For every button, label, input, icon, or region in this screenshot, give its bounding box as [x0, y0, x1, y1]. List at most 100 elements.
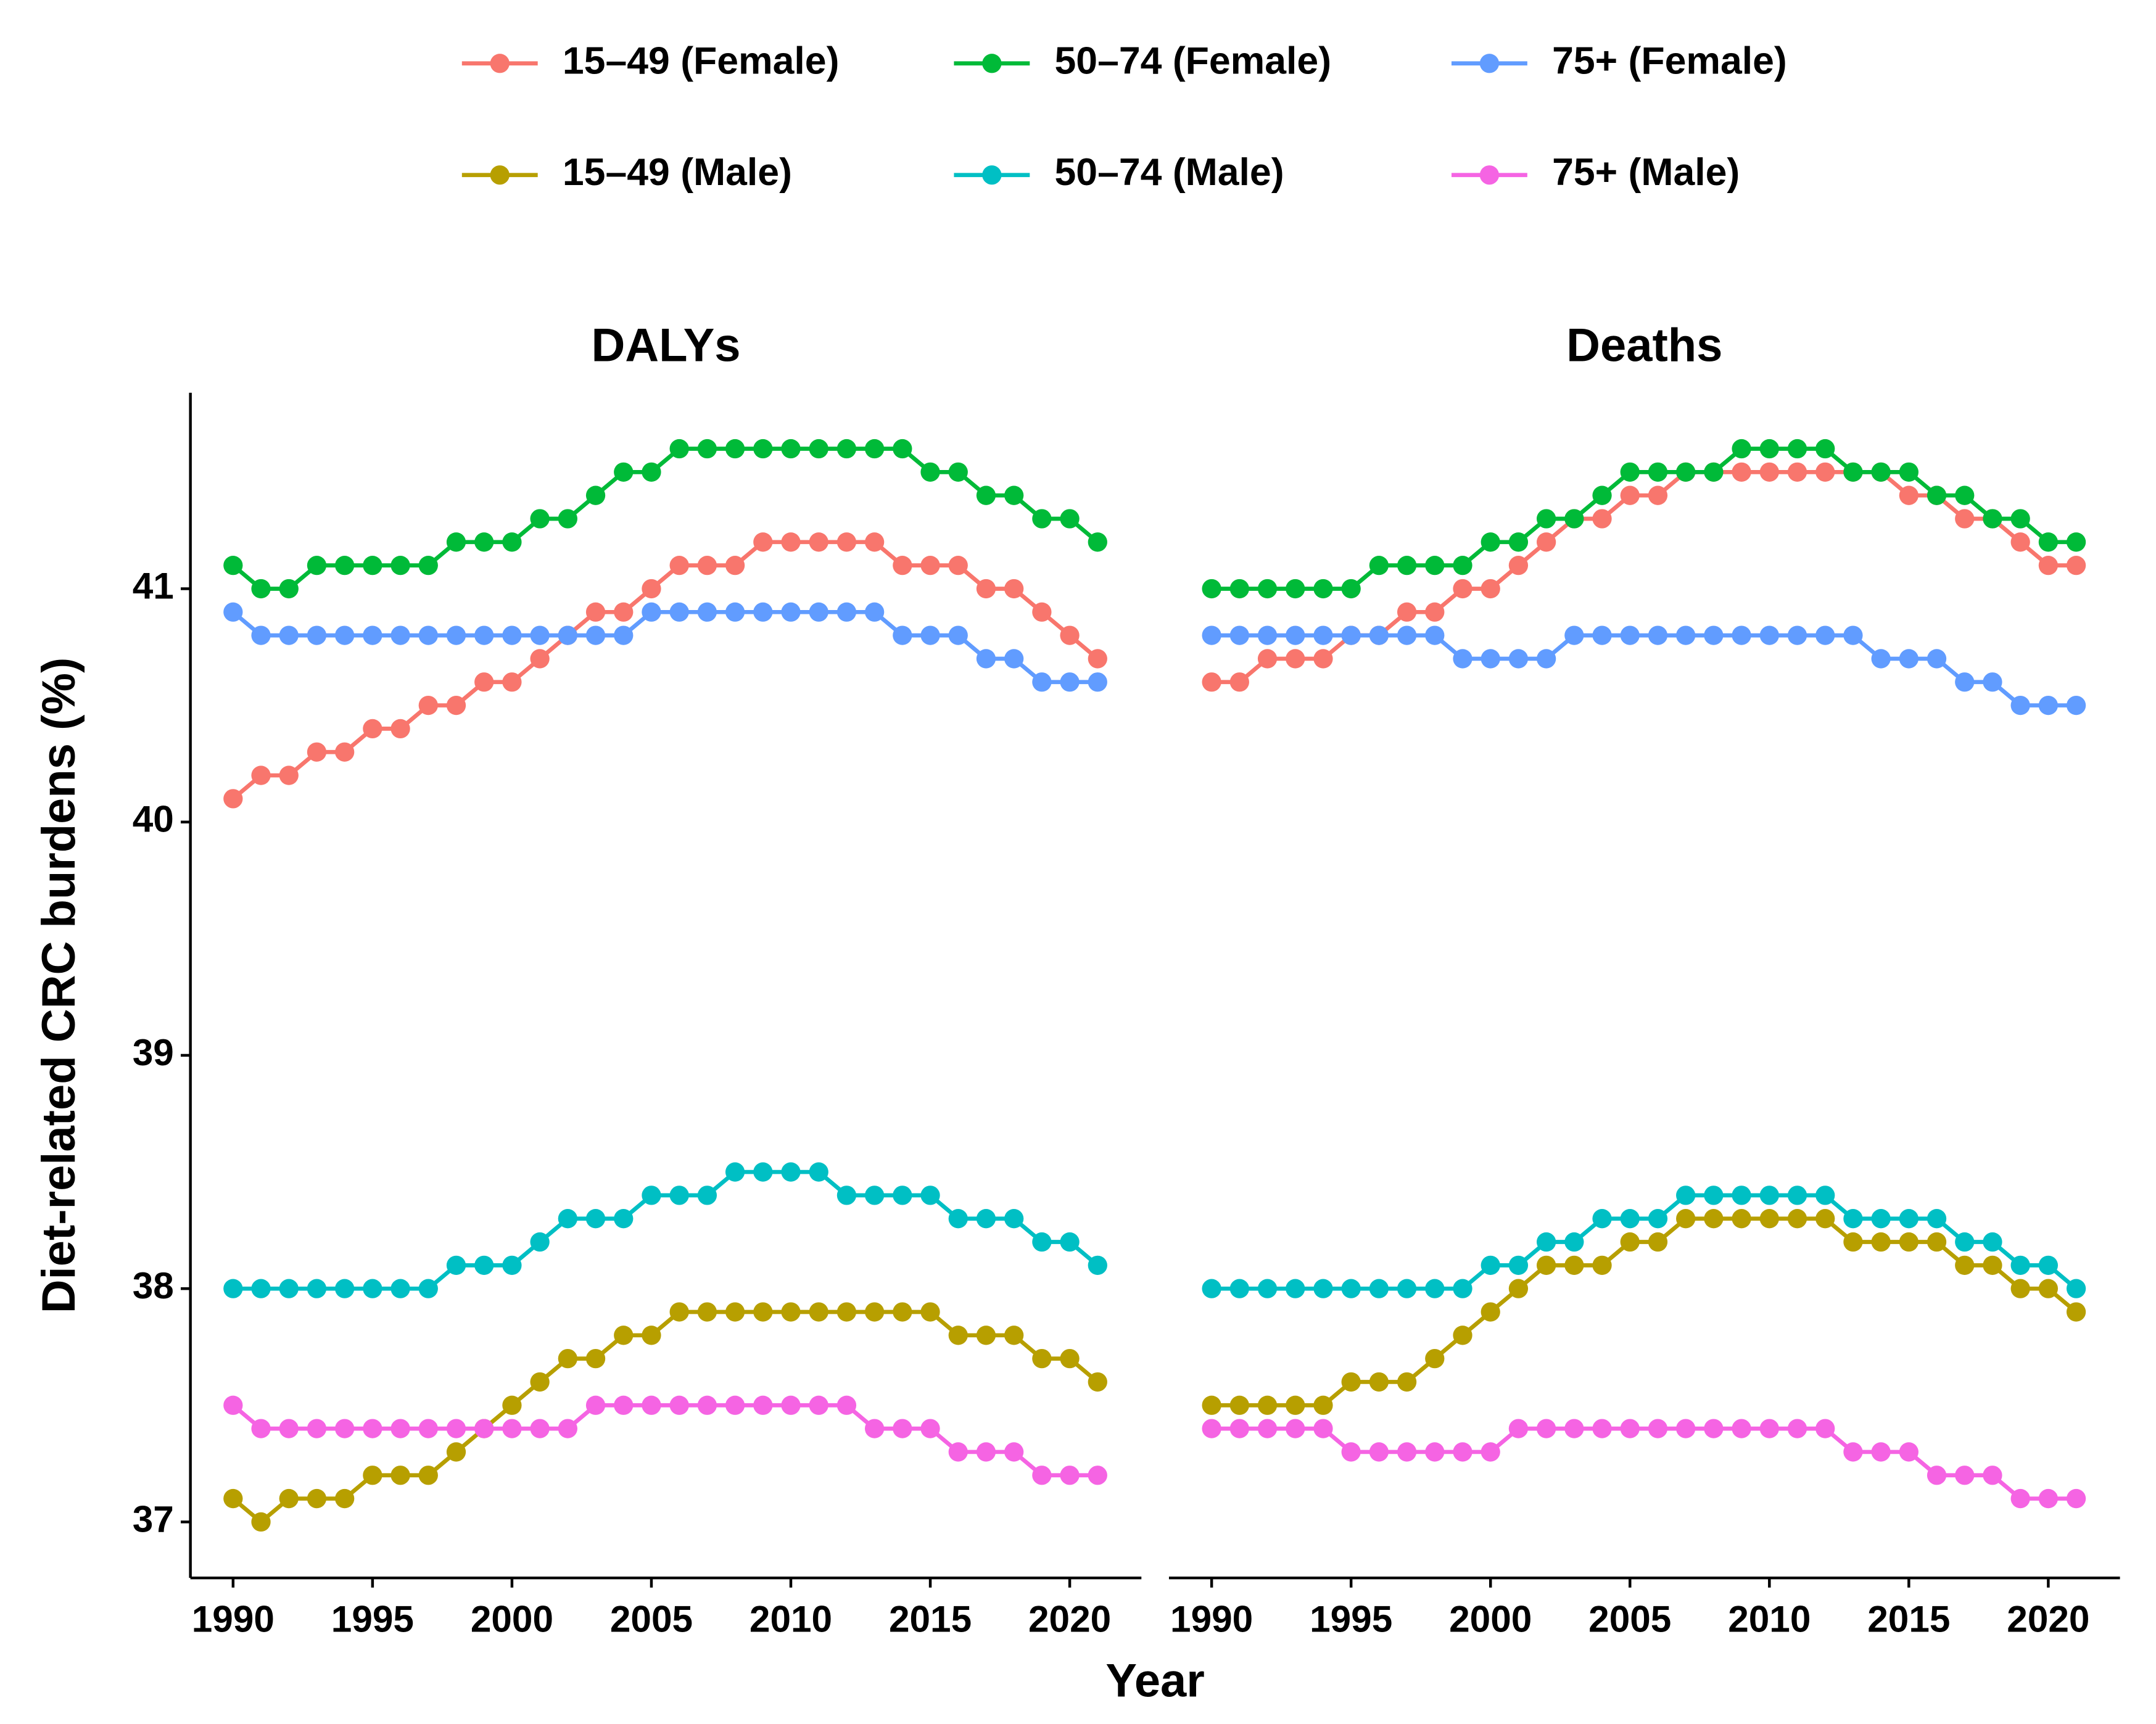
data-point — [251, 625, 271, 645]
data-point — [363, 1419, 382, 1438]
data-point — [1453, 649, 1472, 669]
data-point — [390, 719, 410, 739]
data-point — [1032, 509, 1052, 529]
data-point — [1815, 1186, 1835, 1205]
data-point — [1004, 1326, 1024, 1345]
data-point — [1564, 1419, 1584, 1438]
data-point — [1927, 649, 1947, 669]
data-point — [1620, 485, 1640, 505]
data-point — [1592, 625, 1612, 645]
data-point — [1481, 649, 1500, 669]
data-point — [558, 625, 577, 645]
data-point — [363, 556, 382, 575]
data-point — [753, 1162, 773, 1182]
legend-label: 50–74 (Male) — [1055, 151, 1284, 194]
data-point — [390, 1466, 410, 1485]
data-point — [669, 1186, 689, 1205]
data-point — [1759, 1209, 1779, 1229]
data-point — [669, 1302, 689, 1322]
data-point — [1202, 625, 1221, 645]
data-point — [753, 439, 773, 459]
data-point — [1676, 625, 1696, 645]
data-point — [893, 1302, 912, 1322]
data-point — [697, 1395, 717, 1415]
data-point — [1397, 602, 1417, 622]
data-point — [1286, 1419, 1305, 1438]
data-point — [725, 602, 745, 622]
data-point — [474, 672, 494, 692]
data-point — [1341, 1372, 1361, 1392]
data-point — [418, 556, 438, 575]
data-point — [223, 556, 243, 575]
data-point — [2010, 1488, 2030, 1509]
data-point — [1004, 579, 1024, 599]
data-point — [1508, 532, 1529, 552]
data-point — [948, 625, 968, 645]
data-point — [1815, 1419, 1835, 1438]
data-point — [781, 602, 801, 622]
data-point — [1453, 1279, 1472, 1298]
data-point — [976, 1442, 996, 1462]
y-tick-label: 40 — [133, 798, 174, 840]
data-point — [363, 625, 382, 645]
data-point — [864, 532, 885, 552]
data-point — [753, 602, 773, 622]
data-point — [614, 1209, 634, 1229]
data-point — [335, 1279, 355, 1298]
data-point — [1397, 1372, 1417, 1392]
data-point — [1815, 439, 1835, 459]
data-point — [1481, 579, 1500, 599]
data-point — [1313, 625, 1333, 645]
panel-title: Deaths — [1566, 319, 1722, 371]
data-point — [418, 695, 438, 716]
data-point — [781, 1162, 801, 1182]
data-point — [474, 532, 494, 552]
data-point — [1060, 1232, 1080, 1252]
data-point — [1369, 1279, 1389, 1298]
data-point — [642, 1395, 661, 1415]
data-point — [614, 1326, 634, 1345]
data-point — [1648, 1209, 1668, 1229]
x-tick-label: 2010 — [750, 1598, 832, 1640]
data-point — [2038, 695, 2059, 716]
data-point — [809, 602, 828, 622]
data-point — [1787, 1209, 1807, 1229]
data-point — [223, 789, 243, 809]
data-point — [1481, 1255, 1500, 1275]
data-point — [1927, 1466, 1947, 1485]
data-point — [614, 462, 634, 482]
data-point — [390, 625, 410, 645]
data-point — [1871, 1209, 1891, 1229]
data-point — [1620, 462, 1640, 482]
y-tick-label: 39 — [133, 1031, 174, 1073]
data-point — [1229, 1419, 1249, 1438]
data-point — [1899, 1209, 1919, 1229]
data-point — [585, 1395, 606, 1415]
data-point — [1032, 672, 1052, 692]
data-point — [390, 556, 410, 575]
data-point — [836, 602, 857, 622]
data-point — [1759, 439, 1779, 459]
data-point — [1286, 1279, 1305, 1298]
data-point — [1843, 1442, 1863, 1462]
x-axis-title: Year — [1105, 1654, 1205, 1707]
data-point — [1871, 1232, 1891, 1252]
data-point — [1425, 602, 1445, 622]
data-point — [920, 556, 940, 575]
data-point — [1983, 509, 2002, 529]
data-point — [809, 532, 828, 552]
data-point — [1536, 1232, 1556, 1252]
data-point — [1060, 625, 1080, 645]
data-point — [1676, 462, 1696, 482]
data-point — [725, 556, 745, 575]
data-point — [976, 1326, 996, 1345]
data-point — [1564, 625, 1584, 645]
x-tick-label: 1995 — [331, 1598, 414, 1640]
data-point — [1257, 1419, 1278, 1438]
data-point — [1759, 1419, 1779, 1438]
x-tick-label: 2000 — [471, 1598, 553, 1640]
data-point — [697, 602, 717, 622]
data-point — [363, 1466, 382, 1485]
data-point — [1983, 1466, 2002, 1485]
